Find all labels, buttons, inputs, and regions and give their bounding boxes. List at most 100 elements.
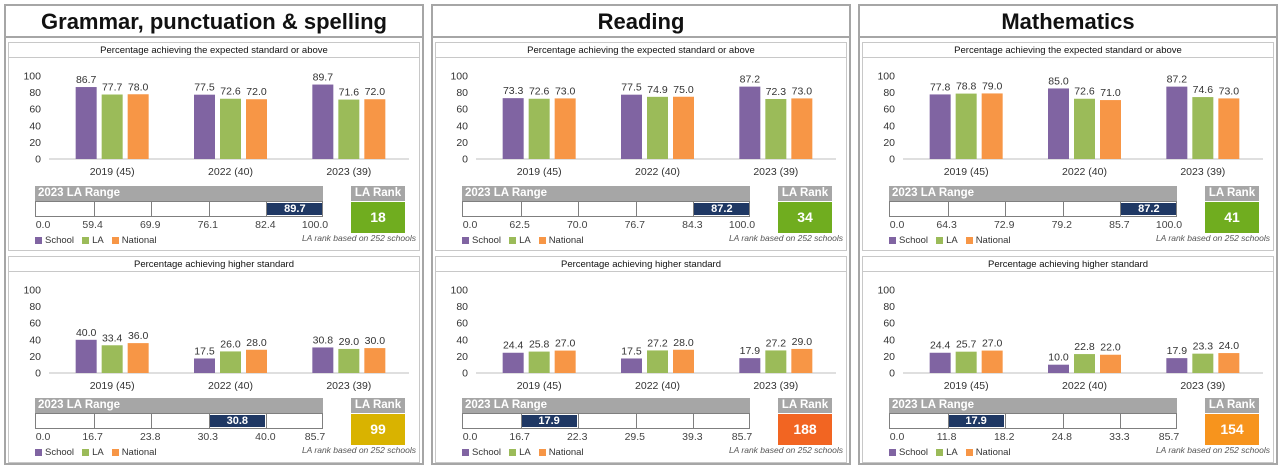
legend-label-la: LA	[92, 235, 104, 246]
y-tick-label: 20	[456, 351, 468, 363]
y-tick-label: 100	[877, 71, 895, 83]
legend-label-school: School	[45, 447, 74, 458]
data-label-school: 77.8	[930, 81, 951, 93]
range-tick-label: 76.7	[625, 219, 645, 231]
data-label-school: 17.9	[740, 345, 761, 357]
bar-chart: 0 20 40 60 80 100 86.7 77.7 78.0 2019 (45) 77.5 72.…	[9, 59, 421, 187]
data-label-school: 17.9	[1167, 345, 1188, 357]
y-tick-label: 40	[883, 120, 895, 132]
range-tick-label: 0.0	[36, 431, 51, 443]
rank-note: LA rank based on 252 schools	[302, 233, 416, 243]
bar-school-2	[621, 358, 642, 373]
range-bar: 89.7	[35, 201, 323, 217]
range-tick-label: 40.0	[255, 431, 275, 443]
legend-swatch-national	[112, 237, 119, 244]
range-tick-label: 69.9	[140, 219, 160, 231]
legend-label-national: National	[549, 447, 584, 458]
y-tick-label: 60	[29, 104, 41, 116]
legend-label-school: School	[472, 447, 501, 458]
data-label-school: 86.7	[76, 74, 97, 86]
data-label-national: 29.0	[792, 336, 813, 348]
range-tick-label: 0.0	[890, 431, 905, 443]
rank-value: 99	[351, 414, 405, 445]
bar-school-1	[503, 98, 524, 159]
range-tick-label: 22.3	[567, 431, 587, 443]
y-tick-label: 100	[23, 285, 41, 297]
data-label-school: 10.0	[1048, 352, 1069, 364]
range-title: 2023 LA Range	[35, 186, 323, 201]
school-marker: 87.2	[694, 203, 749, 215]
bar-school-2	[1048, 88, 1069, 159]
range-tick-label: 0.0	[890, 219, 905, 231]
bar-chart: 02040608010077.8 78.8 79.02019 (45)85.072.…	[863, 59, 1275, 187]
rank-note: LA rank based on 252 schools	[729, 445, 843, 455]
range-tick-label: 0.0	[463, 219, 478, 231]
section-title: Percentage achieving the expected standa…	[436, 43, 846, 58]
bar-la-3	[338, 100, 359, 159]
legend-swatch-la	[82, 237, 89, 244]
bar-la-3	[1192, 97, 1213, 159]
bar-school-1	[503, 353, 524, 373]
section-title: Percentage achieving higher standard	[436, 257, 846, 272]
y-tick-label: 60	[883, 104, 895, 116]
x-tick-label: 2023 (39)	[326, 380, 371, 392]
y-tick-label: 20	[29, 351, 41, 363]
legend-item-school: School	[35, 235, 74, 246]
y-tick-label: 0	[462, 368, 468, 380]
range-tick-label: 30.3	[198, 431, 218, 443]
range-divider	[636, 414, 637, 428]
range-tick-label: 70.0	[567, 219, 587, 231]
legend-item-school: School	[35, 447, 74, 458]
bar-la-1	[956, 94, 977, 159]
bar-national-2	[673, 350, 694, 373]
legend: School LA National	[889, 235, 1011, 246]
data-label-school: 77.5	[194, 82, 215, 94]
legend-swatch-school	[462, 237, 469, 244]
data-label-national: 73.0	[792, 85, 813, 97]
legend-item-national: National	[539, 235, 584, 246]
range-tick-label: 84.3	[682, 219, 702, 231]
data-label-la: 27.2	[766, 337, 787, 349]
y-tick-label: 60	[29, 318, 41, 330]
legend-item-national: National	[112, 235, 157, 246]
data-label-national: 27.0	[555, 338, 576, 350]
y-tick-label: 80	[883, 87, 895, 99]
rank-value: 154	[1205, 414, 1259, 445]
data-label-school: 89.7	[313, 72, 334, 84]
data-label-la: 22.8	[1074, 341, 1095, 353]
range-tick-label: 64.3	[936, 219, 956, 231]
bar-school-3	[312, 85, 333, 159]
y-tick-label: 20	[456, 137, 468, 149]
y-tick-label: 20	[29, 137, 41, 149]
x-tick-label: 2019 (45)	[944, 380, 989, 392]
legend-swatch-school	[889, 237, 896, 244]
legend-label-school: School	[899, 235, 928, 246]
range-divider	[578, 414, 579, 428]
data-label-national: 30.0	[365, 335, 386, 347]
range-tick-label: 16.7	[509, 431, 529, 443]
bar-school-3	[312, 347, 333, 373]
bar-la-1	[102, 95, 123, 159]
x-tick-label: 2022 (40)	[208, 166, 253, 178]
legend-item-national: National	[966, 447, 1011, 458]
range-divider	[693, 414, 694, 428]
y-tick-label: 60	[883, 318, 895, 330]
x-tick-label: 2022 (40)	[1062, 166, 1107, 178]
range-bar: 87.2	[462, 201, 750, 217]
data-label-school: 87.2	[1167, 74, 1188, 86]
x-tick-label: 2023 (39)	[1180, 380, 1225, 392]
bar-school-1	[930, 94, 951, 159]
data-label-school: 87.2	[740, 74, 761, 86]
bar-national-1	[555, 351, 576, 373]
y-tick-label: 40	[29, 120, 41, 132]
range-tick-label: 72.9	[994, 219, 1014, 231]
section-title: Percentage achieving the expected standa…	[863, 43, 1273, 58]
bar-school-1	[930, 353, 951, 373]
y-tick-label: 80	[456, 301, 468, 313]
data-label-school: 24.4	[503, 340, 524, 352]
expected-section: Percentage achieving the expected standa…	[862, 42, 1274, 251]
x-tick-label: 2022 (40)	[208, 380, 253, 392]
data-label-la: 26.0	[220, 338, 241, 350]
legend: School LA National	[35, 235, 157, 246]
legend-item-school: School	[462, 235, 501, 246]
